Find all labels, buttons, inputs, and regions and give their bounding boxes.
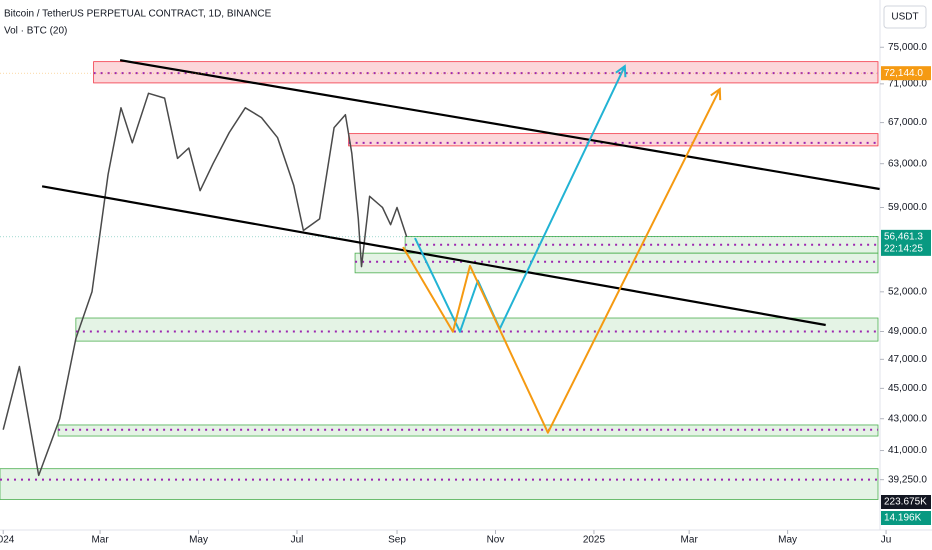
trend-line xyxy=(41,185,826,327)
indicator-label: Vol · BTC (20) xyxy=(4,26,67,37)
price-tag-label: 72,144.0 xyxy=(884,68,923,79)
x-tick-label: Mar xyxy=(91,535,109,546)
price-tag-label: 56,461.3 xyxy=(884,231,923,242)
x-tick-label: Sep xyxy=(388,535,406,546)
currency-button[interactable] xyxy=(883,5,927,29)
x-tick-label: May xyxy=(778,535,797,546)
x-tick-label: Mar xyxy=(681,535,699,546)
y-tick-label: 59,000.0 xyxy=(888,202,927,213)
volume-tag-label: 14.196K xyxy=(884,513,922,524)
trend-line xyxy=(119,59,880,191)
y-tick-label: 45,000.0 xyxy=(888,383,927,394)
y-tick-label: 67,000.0 xyxy=(888,117,927,128)
price-tag xyxy=(881,229,931,256)
price-tag-countdown: 22:14:25 xyxy=(884,243,923,254)
y-tick-label: 39,250.0 xyxy=(888,474,927,485)
y-tick-label: 52,000.0 xyxy=(888,286,927,297)
projection-arrowhead xyxy=(710,87,722,101)
y-tick-label: 49,000.0 xyxy=(888,326,927,337)
zone xyxy=(0,468,879,500)
x-tick-label: Jul xyxy=(291,535,304,546)
projection-path xyxy=(402,88,721,434)
y-tick-label: 41,000.0 xyxy=(888,445,927,456)
volume-tag xyxy=(881,495,931,509)
x-tick-label: Nov xyxy=(487,535,505,546)
volume-tag xyxy=(881,511,931,525)
zone xyxy=(75,317,879,342)
price-line xyxy=(2,92,408,477)
price-tag xyxy=(881,66,931,81)
y-tick-label: 63,000.0 xyxy=(888,158,927,169)
zone xyxy=(57,424,879,437)
x-tick-label: 2024 xyxy=(0,535,15,546)
zone xyxy=(354,252,879,274)
zone xyxy=(348,133,879,147)
y-tick-label: 71,000.0 xyxy=(888,78,927,89)
x-tick-label: 2025 xyxy=(583,535,606,546)
x-tick-label: Ju xyxy=(881,535,892,546)
projection-arrowhead xyxy=(615,64,627,78)
currency-label[interactable]: USDT xyxy=(891,12,918,23)
y-tick-label: 47,000.0 xyxy=(888,354,927,365)
x-tick-label: May xyxy=(189,535,208,546)
y-tick-label: 75,000.0 xyxy=(888,42,927,53)
y-tick-label: 43,000.0 xyxy=(888,413,927,424)
volume-tag-label: 223.675K xyxy=(884,497,927,508)
chart-title: Bitcoin / TetherUS PERPETUAL CONTRACT, 1… xyxy=(4,9,272,20)
